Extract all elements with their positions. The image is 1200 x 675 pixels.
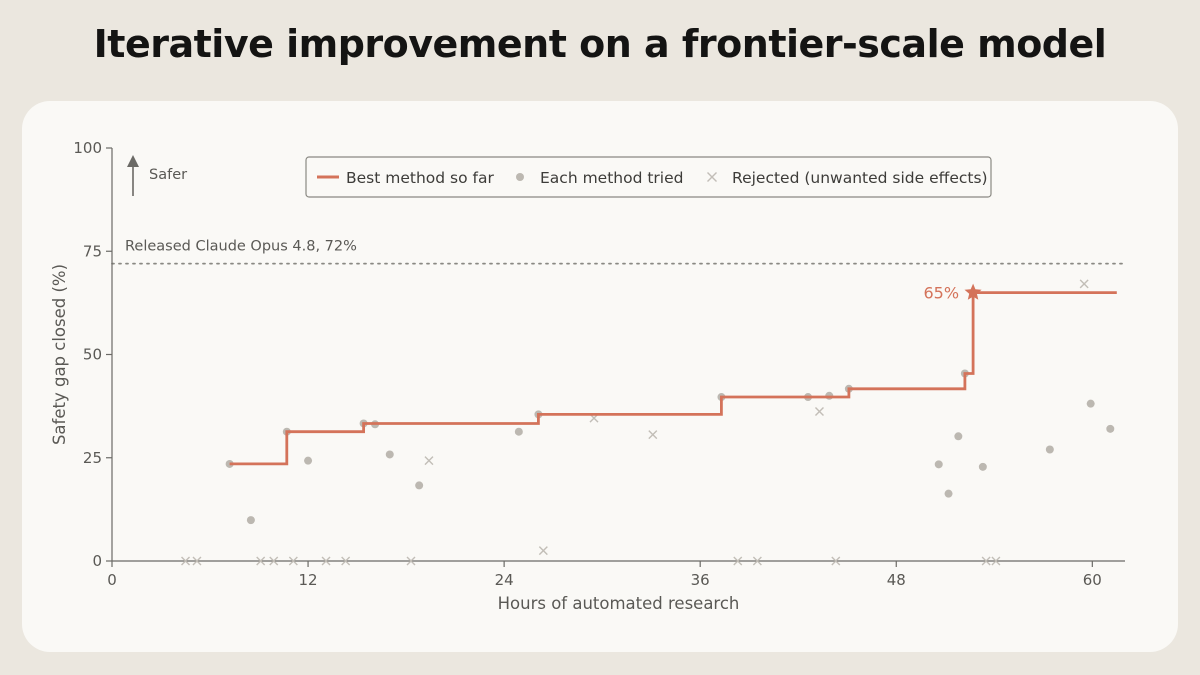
tried-points-group xyxy=(225,369,1115,525)
rejected-point xyxy=(321,556,331,566)
y-tick-label: 50 xyxy=(83,346,102,364)
rejected-points-group xyxy=(181,279,1089,566)
chart-svg: Released Claude Opus 4.8, 72% 0 25 50 75 100… xyxy=(50,139,1126,613)
rejected-point-stroke xyxy=(321,556,331,566)
tried-point xyxy=(246,516,255,525)
x-axis-label: Hours of automated research xyxy=(498,594,740,613)
tried-point xyxy=(944,489,953,498)
rejected-point-stroke xyxy=(1079,279,1089,289)
x-tick-label: 12 xyxy=(299,571,318,589)
safer-label: Safer xyxy=(149,167,187,183)
legend-box xyxy=(305,156,992,198)
tried-point xyxy=(304,456,313,465)
rejected-point-stroke xyxy=(538,546,548,556)
axes-group: 0 25 50 75 100 0 12 24 36 48 60 Hours of automated … xyxy=(50,139,1125,613)
y-tick-label: 0 xyxy=(92,552,102,570)
tried-point xyxy=(1106,424,1115,433)
tried-point xyxy=(415,481,424,490)
legend-best-label: Best method so far xyxy=(346,169,494,187)
legend: Best method so far Each method tried Rejec… xyxy=(305,156,992,198)
rejected-point-stroke xyxy=(981,556,991,566)
x-tick-label: 48 xyxy=(887,571,906,589)
safer-arrow-head-icon xyxy=(127,155,139,167)
x-tick-label: 0 xyxy=(107,571,117,589)
rejected-point-stroke xyxy=(341,556,351,566)
rejected-point xyxy=(814,406,824,416)
rejected-point xyxy=(181,556,191,566)
rejected-point xyxy=(424,456,434,466)
rejected-point xyxy=(192,556,202,566)
tried-point xyxy=(954,432,963,441)
rejected-point xyxy=(648,430,658,440)
rejected-point xyxy=(406,556,416,566)
final-star-icon xyxy=(964,283,982,300)
rejected-point xyxy=(269,556,279,566)
tried-point xyxy=(1045,445,1054,454)
tried-point xyxy=(385,450,394,459)
reference-line-group: Released Claude Opus 4.8, 72% xyxy=(111,239,1126,265)
rejected-point xyxy=(981,556,991,566)
chart-card: Released Claude Opus 4.8, 72% 0 25 50 75 100… xyxy=(22,101,1178,652)
tried-point xyxy=(934,460,943,469)
x-tick-label: 60 xyxy=(1083,571,1102,589)
rejected-point xyxy=(256,556,266,566)
rejected-point-stroke xyxy=(831,556,841,566)
rejected-point xyxy=(991,556,1001,566)
best-method-line xyxy=(229,291,1117,466)
rejected-point xyxy=(752,556,762,566)
tried-point xyxy=(514,427,523,436)
tried-point xyxy=(978,462,987,471)
rejected-point-stroke xyxy=(406,556,416,566)
legend-rejected-label: Rejected (unwanted side effects) xyxy=(732,169,988,187)
rejected-point-stroke xyxy=(752,556,762,566)
rejected-point-stroke xyxy=(256,556,266,566)
rejected-point-stroke xyxy=(648,430,658,440)
rejected-point xyxy=(288,556,298,566)
legend-rejected-swatch-stroke xyxy=(707,172,717,182)
y-tick-label: 25 xyxy=(83,449,102,467)
rejected-point-stroke xyxy=(192,556,202,566)
legend-tried-label: Each method tried xyxy=(540,169,683,187)
x-tick-label: 36 xyxy=(691,571,710,589)
rejected-point-stroke xyxy=(424,456,434,466)
rejected-point xyxy=(733,556,743,566)
rejected-point xyxy=(1079,279,1089,289)
rejected-point-stroke xyxy=(181,556,191,566)
rejected-point-stroke xyxy=(733,556,743,566)
rejected-point-stroke xyxy=(269,556,279,566)
rejected-point-stroke xyxy=(288,556,298,566)
reference-line-label: Released Claude Opus 4.8, 72% xyxy=(125,239,357,255)
y-tick-label: 100 xyxy=(73,139,102,157)
legend-rejected-swatch xyxy=(707,172,717,182)
tried-point xyxy=(1086,399,1095,408)
rejected-point xyxy=(538,546,548,556)
y-tick-label: 75 xyxy=(83,242,102,260)
y-axis-label: Safety gap closed (%) xyxy=(50,264,69,445)
page-title: Iterative improvement on a frontier-scal… xyxy=(93,22,1107,66)
rejected-point-stroke xyxy=(814,406,824,416)
rejected-point xyxy=(341,556,351,566)
x-tick-label: 24 xyxy=(495,571,514,589)
rejected-point-stroke xyxy=(991,556,1001,566)
rejected-point xyxy=(831,556,841,566)
legend-tried-swatch xyxy=(516,173,524,181)
final-value-label: 65% xyxy=(923,284,959,303)
best-method-group: 65% xyxy=(229,283,1117,466)
